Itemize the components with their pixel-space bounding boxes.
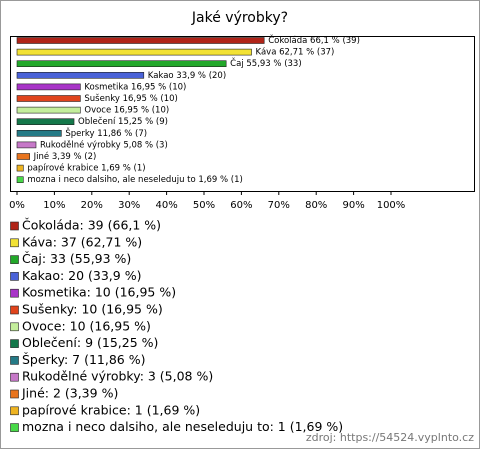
bar-label: Kosmetika 16,95 % (10)	[84, 82, 186, 92]
legend-swatch	[10, 238, 19, 248]
bar	[16, 48, 252, 56]
x-tick-label: 10%	[43, 200, 65, 211]
legend-label: Ovoce: 10 (16,95 %)	[22, 318, 151, 333]
x-tick-label: 30%	[118, 200, 140, 211]
x-tick-label: 50%	[193, 200, 215, 211]
legend-label: Rukodělné výrobky: 3 (5,08 %)	[22, 369, 213, 384]
source: zdroj: https://54524.vyplnto.cz	[306, 431, 474, 444]
legend-swatch	[10, 305, 19, 315]
legend-label: Čaj: 33 (55,93 %)	[22, 251, 131, 266]
x-tick-label: 40%	[155, 200, 177, 211]
bar	[16, 106, 81, 114]
legend-swatch	[10, 255, 19, 264]
legend-swatch	[10, 221, 19, 231]
legend-swatch	[10, 372, 19, 382]
legend-label: Káva: 37 (62,71 %)	[22, 234, 142, 249]
x-tick-label: 70%	[268, 200, 290, 211]
legend-swatch	[10, 272, 19, 281]
legend-label: Oblečení: 9 (15,25 %)	[22, 335, 158, 350]
legend-label: Šperky: 7 (11,86 %)	[22, 352, 145, 367]
x-tick-label: 60%	[230, 200, 252, 211]
bar	[16, 72, 145, 79]
bar	[16, 130, 62, 137]
bar-label: Rukodělné výrobky 5,08 % (3)	[40, 139, 168, 150]
legend-swatch	[10, 288, 19, 298]
legend-swatch	[10, 423, 19, 432]
bar-label: Sušenky 16,95 % (10)	[84, 93, 177, 104]
bar-label: Ovoce 16,95 % (10)	[84, 106, 169, 116]
bar-label: Jiné 3,39 % (2)	[33, 151, 97, 162]
bar-label: papírové krabice 1,69 % (1)	[27, 163, 145, 174]
x-tick-label: 0%	[9, 200, 25, 211]
bar-label: mozna i neco dalsiho, ale neseleduju to …	[27, 175, 243, 185]
legend-swatch	[10, 322, 19, 332]
legend-swatch	[10, 389, 19, 399]
bar-label: Šperky 11,86 % (7)	[65, 127, 147, 139]
bar-label: Čaj 55,93 % (33)	[230, 57, 301, 69]
bar	[16, 153, 30, 160]
bar-label: Káva 62,71 % (37)	[256, 48, 335, 58]
bar	[16, 37, 265, 44]
x-tick-label: 90%	[342, 200, 364, 211]
bar	[16, 176, 24, 183]
bar	[16, 141, 37, 149]
x-tick-label: 20%	[81, 200, 103, 211]
legend-label: Kakao: 20 (33,9 %)	[22, 268, 141, 283]
legend-swatch	[10, 339, 19, 348]
legend-label: mozna i neco dalsiho, ale neseleduju to:…	[22, 419, 343, 434]
bar	[16, 164, 24, 172]
bar	[16, 95, 81, 102]
chart-title: Jaké výrobky?	[191, 10, 288, 26]
legend-label: Jiné: 2 (3,39 %)	[21, 386, 118, 401]
legend-label: Čokoláda: 39 (66,1 %)	[22, 218, 161, 233]
bar	[16, 118, 75, 125]
bar-label: Čokoláda 66,1 % (39)	[268, 34, 360, 46]
legend-label: Sušenky: 10 (16,95 %)	[22, 302, 163, 317]
x-tick-label: 100%	[377, 200, 406, 211]
x-tick-label: 80%	[305, 200, 327, 211]
bar-label: Oblečení 15,25 % (9)	[78, 116, 168, 127]
legend-label: papírové krabice: 1 (1,69 %)	[22, 402, 200, 417]
bar	[16, 83, 81, 91]
bar	[16, 60, 227, 68]
legend-swatch	[10, 356, 19, 365]
bar-label: Kakao 33,9 % (20)	[148, 71, 226, 81]
legend-swatch	[10, 406, 19, 416]
legend-label: Kosmetika: 10 (16,95 %)	[22, 285, 176, 300]
